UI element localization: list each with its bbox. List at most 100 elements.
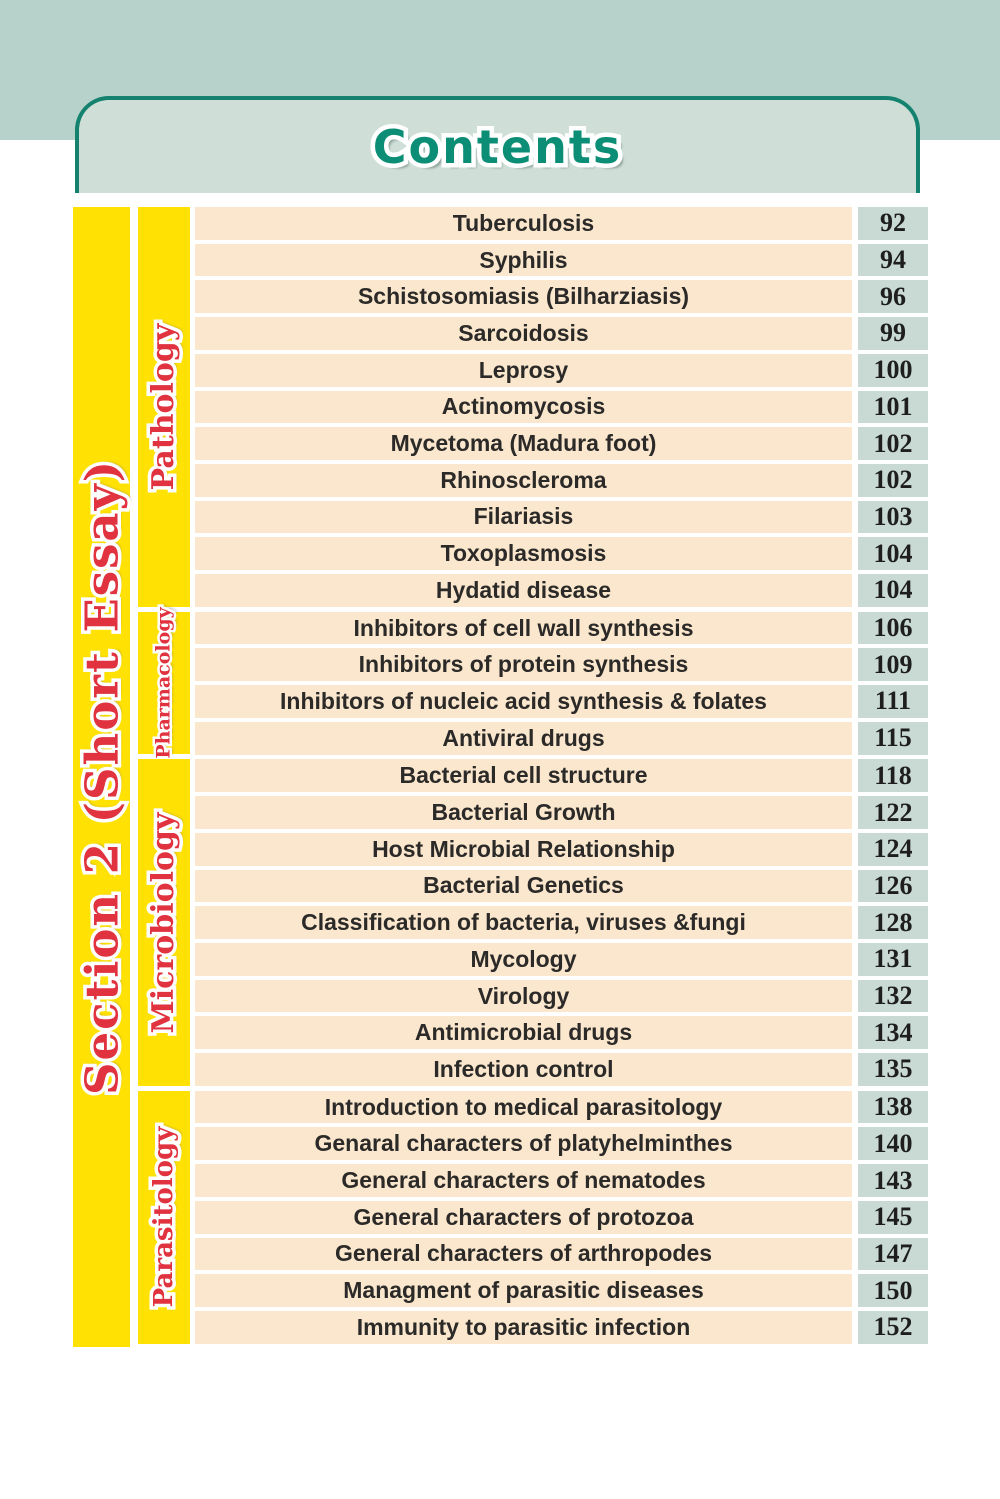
topic-cell: Sarcoidosis [195, 317, 852, 350]
page-title: Contents Contents [368, 119, 624, 174]
page-number-cell: 92 [858, 207, 928, 240]
page-number-cell: 131 [858, 943, 928, 976]
topic-cell: General characters of protozoa [195, 1200, 852, 1234]
category-label-pharmacology: Pharmacology Pharmacology [150, 605, 177, 761]
topic-cell: Tuberculosis [195, 207, 852, 240]
toc-row: Schistosomiasis (Bilharziasis) 96 [195, 280, 928, 314]
toc-row: Bacterial cell structure 118 [195, 759, 928, 793]
page-number-cell: 96 [858, 280, 928, 314]
topic-cell: Syphilis [195, 243, 852, 277]
page-number-cell: 100 [858, 353, 928, 387]
category-label-microbiology: Microbiology Microbiology [143, 809, 185, 1037]
topic-cell: Hydatid disease [195, 574, 852, 607]
page-number-cell: 128 [858, 906, 928, 939]
toc-row: Toxoplasmosis 104 [195, 537, 928, 571]
toc-rows: Tuberculosis 92 Syphilis 94 Schistosomiasis … [195, 207, 928, 607]
table-of-contents: Section 2 (Short Essay) Section 2 (Short… [72, 207, 928, 1347]
category-bar-pharmacology: Pharmacology Pharmacology [138, 605, 190, 761]
toc-row: Leprosy 100 [195, 353, 928, 387]
toc-row: General characters of protozoa 145 [195, 1200, 928, 1234]
topic-cell: Leprosy [195, 353, 852, 387]
topic-cell: Antiviral drugs [195, 721, 852, 755]
toc-row: Bacterial Growth 122 [195, 796, 928, 829]
topic-cell: Mycetoma (Madura foot) [195, 427, 852, 460]
page-number-cell: 138 [858, 1090, 928, 1124]
page-number-cell: 102 [858, 463, 928, 497]
topic-cell: Bacterial Genetics [195, 869, 852, 903]
toc-rows: Introduction to medical parasitology 138 G… [195, 1090, 928, 1344]
toc-row: Introduction to medical parasitology 138 [195, 1090, 928, 1124]
toc-row: Classification of bacteria, viruses &fun… [195, 906, 928, 939]
page-number-cell: 99 [858, 317, 928, 350]
page-number-cell: 132 [858, 979, 928, 1013]
page-number-cell: 147 [858, 1237, 928, 1271]
page-number-cell: 143 [858, 1164, 928, 1197]
category-label-parasitology: Parasitology Parasitology [146, 1123, 183, 1311]
page-number-cell: 104 [858, 574, 928, 607]
toc-row: Hydatid disease 104 [195, 574, 928, 607]
topic-cell: Immunity to parasitic infection [195, 1311, 852, 1344]
toc-row: Immunity to parasitic infection 152 [195, 1311, 928, 1344]
topic-cell: Introduction to medical parasitology [195, 1090, 852, 1124]
page-number-cell: 106 [858, 611, 928, 645]
toc-row: Genaral characters of platyhelminthes 140 [195, 1127, 928, 1161]
page-number-cell: 140 [858, 1127, 928, 1161]
page-number-cell: 145 [858, 1200, 928, 1234]
toc-row: Virology 132 [195, 979, 928, 1013]
toc-row: General characters of nematodes 143 [195, 1164, 928, 1197]
topic-cell: Inhibitors of protein synthesis [195, 648, 852, 682]
toc-rows: Bacterial cell structure 118 Bacterial Gro… [195, 759, 928, 1086]
toc-row: Inhibitors of cell wall synthesis 106 [195, 611, 928, 645]
toc-row: Managment of parasitic diseases 150 [195, 1274, 928, 1307]
category-bar-pathology: Pathology Pathology [138, 207, 190, 607]
toc-row: Tuberculosis 92 [195, 207, 928, 240]
toc-section-pathology: Pathology Pathology Tuberculosis 92 Syphilis… [138, 207, 928, 607]
topic-cell: Infection control [195, 1053, 852, 1086]
topic-cell: Genaral characters of platyhelminthes [195, 1127, 852, 1161]
category-label-text: Parasitology [149, 1126, 179, 1308]
toc-row: Mycetoma (Madura foot) 102 [195, 427, 928, 460]
toc-row: Antimicrobial drugs 134 [195, 1016, 928, 1050]
toc-row: Antiviral drugs 115 [195, 721, 928, 755]
topic-cell: Bacterial Growth [195, 796, 852, 829]
contents-header: Contents Contents [75, 96, 920, 193]
page-number-cell: 101 [858, 390, 928, 424]
toc-row: Filariasis 103 [195, 500, 928, 534]
topic-cell: Rhinoscleroma [195, 463, 852, 497]
page-title-text: Contents [372, 119, 623, 174]
category-label-text: Pharmacology [152, 607, 175, 759]
page-number-cell: 134 [858, 1016, 928, 1050]
page-number-cell: 115 [858, 721, 928, 755]
section-2-label-text: Section 2 (Short Essay) [75, 458, 128, 1096]
topic-cell: Managment of parasitic diseases [195, 1274, 852, 1307]
topic-cell: Classification of bacteria, viruses &fun… [195, 906, 852, 939]
section-2-label: Section 2 (Short Essay) Section 2 (Short… [72, 455, 132, 1098]
topic-cell: Filariasis [195, 500, 852, 534]
toc-row: Syphilis 94 [195, 243, 928, 277]
topic-cell: Inhibitors of cell wall synthesis [195, 611, 852, 645]
toc-row: Inhibitors of protein synthesis 109 [195, 648, 928, 682]
topic-cell: General characters of nematodes [195, 1164, 852, 1197]
topic-cell: Virology [195, 979, 852, 1013]
toc-section-pharmacology: Pharmacology Pharmacology Inhibitors of ce… [138, 605, 928, 761]
topic-cell: Mycology [195, 943, 852, 976]
page-number-cell: 126 [858, 869, 928, 903]
toc-sections: Pathology Pathology Tuberculosis 92 Syphilis… [138, 207, 928, 1347]
topic-cell: Actinomycosis [195, 390, 852, 424]
category-label-text: Microbiology [146, 812, 181, 1034]
toc-row: Infection control 135 [195, 1053, 928, 1086]
page-number-cell: 111 [858, 685, 928, 718]
page-number-cell: 103 [858, 500, 928, 534]
category-bar-microbiology: Microbiology Microbiology [138, 759, 190, 1086]
topic-cell: Bacterial cell structure [195, 759, 852, 793]
toc-row: Actinomycosis 101 [195, 390, 928, 424]
topic-cell: Antimicrobial drugs [195, 1016, 852, 1050]
toc-rows: Inhibitors of cell wall synthesis 106 Inhi… [195, 611, 928, 755]
topic-cell: Schistosomiasis (Bilharziasis) [195, 280, 852, 314]
toc-row: Bacterial Genetics 126 [195, 869, 928, 903]
page-number-cell: 104 [858, 537, 928, 571]
toc-row: Rhinoscleroma 102 [195, 463, 928, 497]
topic-cell: Toxoplasmosis [195, 537, 852, 571]
section-2-bar: Section 2 (Short Essay) Section 2 (Short… [72, 207, 132, 1347]
page-number-cell: 102 [858, 427, 928, 460]
